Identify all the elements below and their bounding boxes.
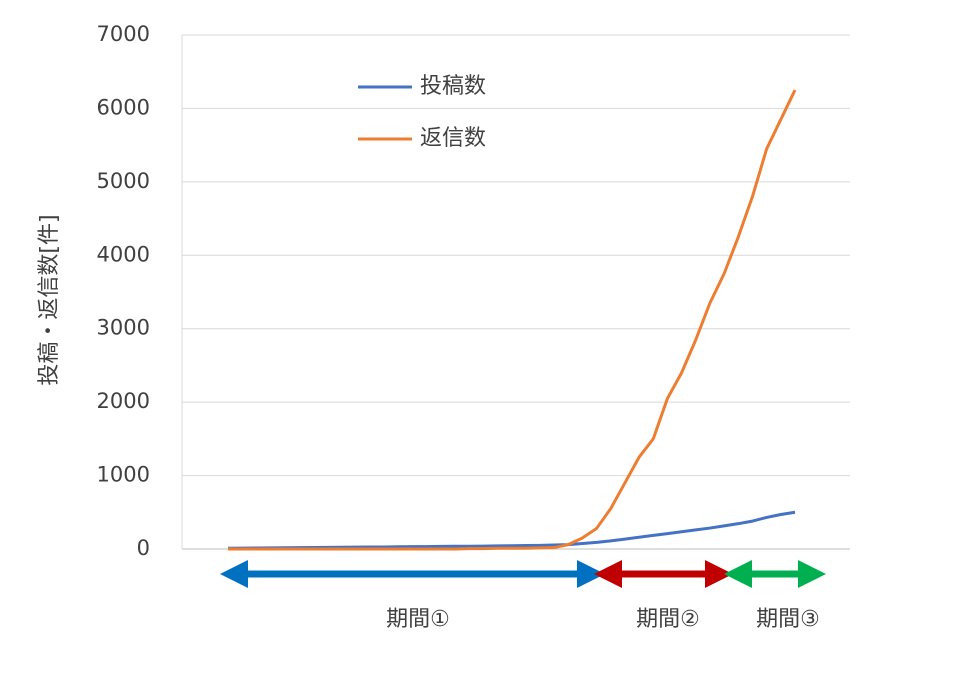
y-tick-label: 6000 [97,95,150,119]
period-label: 期間③ [756,607,820,632]
legend-label: 投稿数 [420,74,486,99]
y-tick-label: 3000 [97,316,150,340]
y-tick-label: 0 [137,536,150,560]
y-tick-label: 5000 [97,169,150,193]
series-line [227,510,796,550]
y-tick-label: 2000 [97,389,150,413]
y-tick-label: 7000 [97,22,150,46]
y-axis-label: 投稿・返信数[件] [37,214,62,385]
period-label: 期間① [386,607,450,632]
period-label: 期間② [636,607,700,632]
y-tick-label: 4000 [97,242,150,266]
series-line [228,89,797,551]
legend-label: 返信数 [420,126,486,151]
y-tick-label: 1000 [97,463,150,487]
